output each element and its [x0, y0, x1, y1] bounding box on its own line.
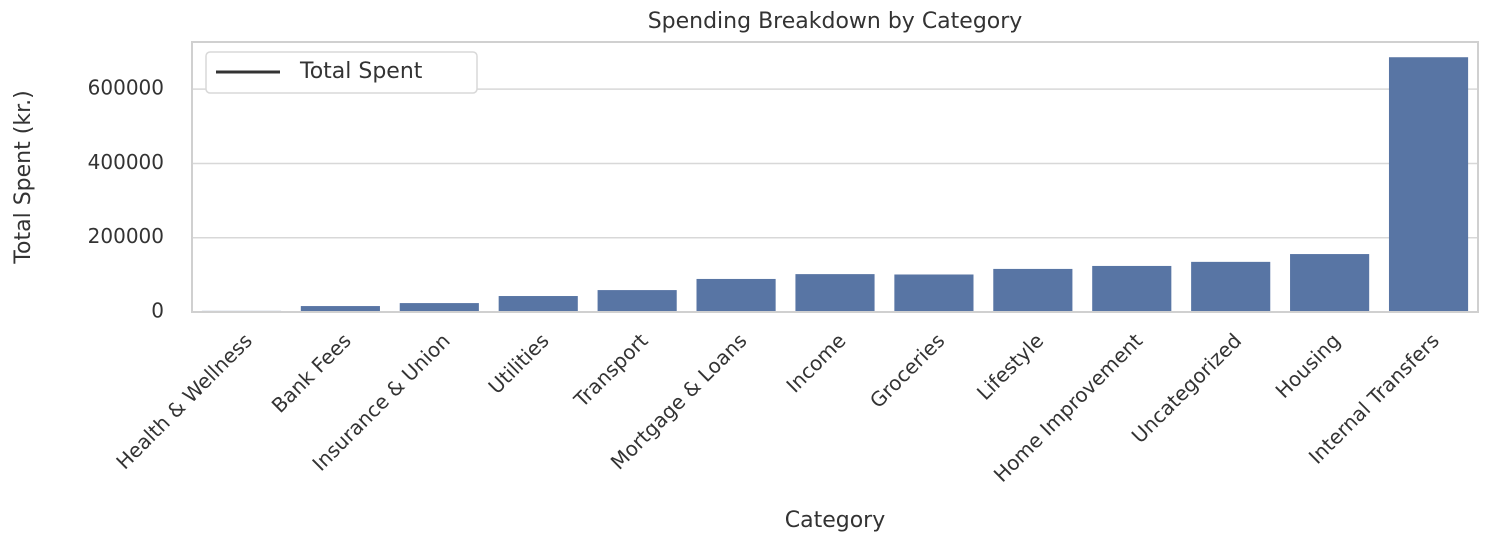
legend-box — [205, 51, 478, 94]
bar — [1092, 265, 1172, 312]
bar — [1290, 254, 1370, 312]
chart-title: Spending Breakdown by Category — [648, 9, 1023, 34]
x-tick-label: Groceries — [865, 328, 949, 412]
bar — [795, 274, 875, 312]
bar — [300, 306, 380, 312]
bar — [993, 268, 1073, 312]
y-tick-label: 600000 — [88, 76, 164, 100]
legend-label: Total Spent — [299, 59, 423, 84]
bar — [696, 278, 776, 312]
bar — [498, 296, 578, 312]
y-tick-label: 400000 — [88, 150, 164, 174]
x-tick-label: Housing — [1271, 328, 1345, 402]
x-tick-label: Bank Fees — [267, 328, 356, 417]
y-axis-label: Total Spent (kr.) — [11, 90, 36, 264]
bar — [1388, 57, 1469, 312]
x-tick-label: Income — [781, 328, 850, 397]
bar — [597, 290, 677, 312]
y-tick-label: 200000 — [88, 224, 164, 248]
x-tick-label: Lifestyle — [972, 328, 1048, 404]
bar — [399, 303, 479, 312]
bar — [1191, 261, 1271, 312]
x-tick-label: Utilities — [483, 328, 553, 398]
x-tick-label: Health & Wellness — [111, 328, 257, 474]
plot-frame — [191, 41, 1479, 313]
y-tick-label: 0 — [151, 299, 164, 323]
x-axis-label: Category — [785, 508, 886, 533]
bar — [894, 274, 974, 312]
x-tick-label: Transport — [569, 328, 653, 412]
